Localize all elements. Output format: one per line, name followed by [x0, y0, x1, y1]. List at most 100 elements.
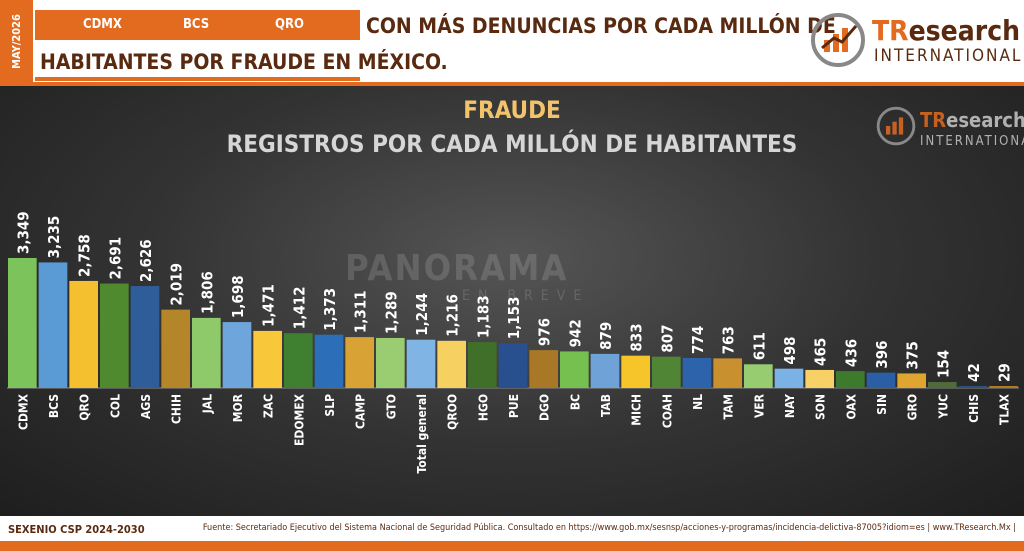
bar-gto	[376, 337, 405, 388]
value-label: 42	[965, 363, 983, 382]
value-label: 1,471	[260, 284, 278, 327]
value-label: 465	[812, 338, 830, 366]
value-label: 1,412	[290, 287, 308, 330]
bar-yuc	[928, 382, 957, 388]
value-label: 1,183	[474, 295, 492, 338]
value-label: 1,806	[198, 271, 216, 314]
value-label: 396	[873, 340, 891, 368]
value-label: 879	[597, 322, 615, 350]
category-label: NL	[691, 394, 705, 410]
category-label: TLAX	[998, 393, 1012, 425]
value-label: 1,311	[352, 290, 370, 333]
chart-title: FRAUDE	[463, 96, 561, 124]
tag-qro: QRO	[275, 17, 304, 32]
category-label: OAX	[844, 393, 858, 419]
category-label: NAY	[783, 394, 797, 418]
bar-mich	[621, 355, 650, 388]
bar-qro	[69, 280, 98, 388]
value-label: 2,758	[76, 234, 94, 277]
headline-line-2: HABITANTES POR FRAUDE EN MÉXICO.	[40, 50, 448, 74]
value-label: 1,373	[321, 288, 339, 331]
category-label: JAL	[200, 394, 214, 414]
category-label: CAMP	[354, 394, 368, 429]
chart-logo-rest: esearch	[946, 108, 1024, 132]
category-label: GRO	[906, 394, 920, 420]
value-label: 833	[628, 323, 646, 351]
value-label: 774	[689, 326, 707, 354]
bar-son	[805, 369, 834, 388]
divider	[35, 77, 360, 81]
value-label: 976	[536, 318, 554, 346]
category-label: BCS	[47, 394, 61, 418]
value-label: 807	[658, 325, 676, 353]
category-label: SIN	[875, 394, 889, 415]
value-label: 1,698	[229, 275, 247, 318]
bar-tlax	[989, 386, 1018, 388]
chart-logo: TResearch INTERNATIONAL	[876, 106, 1024, 150]
chart-logo-tr: TR	[920, 108, 947, 132]
bar-ver	[744, 364, 773, 388]
bar-pue	[498, 343, 528, 388]
logo-icon	[811, 13, 865, 67]
bar-cdmx	[8, 258, 37, 388]
bar-edomex	[284, 333, 313, 388]
category-label: CDMX	[16, 393, 30, 430]
footer-period: SEXENIO CSP 2024-2030	[8, 523, 145, 536]
bar-ags	[130, 286, 160, 388]
chart-logo-icon	[876, 106, 916, 146]
watermark-text: PANORAMA	[345, 248, 569, 289]
value-label: 1,216	[444, 294, 462, 337]
value-label: 3,349	[14, 211, 32, 254]
tag-bcs: BCS	[183, 17, 210, 32]
bar-chih	[161, 309, 190, 388]
footer-bar	[0, 541, 1024, 551]
category-label: SON	[814, 394, 828, 420]
bar-camp	[345, 337, 374, 388]
watermark-subtext: EN BREVE	[462, 288, 590, 304]
category-label: AGS	[139, 394, 153, 419]
value-label: 2,626	[137, 239, 155, 282]
category-label: SLP	[323, 394, 337, 417]
category-label: ZAC	[262, 394, 276, 418]
bar-coah	[652, 356, 681, 388]
category-label: DGO	[538, 394, 552, 421]
chart-background	[0, 86, 1024, 516]
category-label: TAB	[599, 394, 613, 417]
value-label: 1,153	[505, 297, 523, 340]
bar-nl	[682, 357, 712, 388]
category-label: BC	[568, 394, 582, 410]
value-label: 1,244	[413, 293, 431, 336]
value-label: 763	[720, 326, 738, 354]
category-label: COAH	[660, 394, 674, 428]
bar-nay	[774, 368, 804, 388]
bar-oax	[836, 371, 865, 388]
category-label: QROO	[446, 394, 460, 430]
bar-col	[100, 283, 129, 388]
category-label: TAM	[722, 394, 736, 420]
bar-tab	[590, 353, 620, 388]
chart-logo-intl: INTERNATIONAL	[920, 134, 1024, 149]
bar-qroo	[437, 340, 466, 388]
chart-subtitle: REGISTROS POR CADA MILLÓN DE HABITANTES	[226, 130, 798, 158]
value-label: 611	[750, 332, 768, 360]
category-label: CHIH	[170, 394, 184, 424]
bar-chis	[958, 386, 988, 388]
value-label: 942	[566, 319, 584, 347]
bar-slp	[314, 334, 344, 388]
bar-zac	[253, 330, 282, 388]
value-label: 3,235	[45, 216, 63, 259]
category-label: Total general	[415, 394, 429, 473]
bar-jal	[192, 317, 221, 388]
category-label: COL	[108, 394, 122, 418]
bar-bcs	[38, 262, 68, 388]
value-label: 2,019	[168, 263, 186, 306]
category-label: MOR	[231, 393, 245, 422]
brand-logo: TResearch INTERNATIONAL	[810, 12, 1020, 72]
value-label: 498	[781, 336, 799, 364]
value-label: 2,691	[106, 237, 124, 280]
value-label: 1,289	[382, 291, 400, 334]
bar-total-general	[406, 339, 436, 388]
tag-cdmx: CDMX	[83, 17, 122, 32]
category-label: HGO	[476, 394, 490, 421]
